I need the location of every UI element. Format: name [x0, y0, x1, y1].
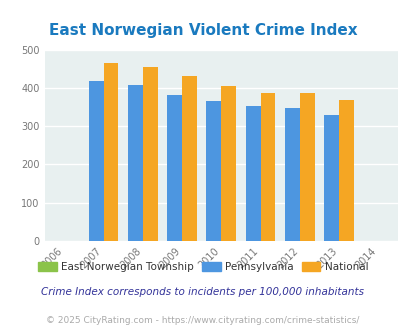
Bar: [299, 93, 314, 241]
Text: East Norwegian Violent Crime Index: East Norwegian Violent Crime Index: [49, 23, 356, 38]
Bar: [284, 108, 299, 241]
Bar: [338, 100, 353, 241]
Bar: [143, 67, 157, 241]
Bar: [167, 95, 181, 241]
Bar: [206, 101, 221, 241]
Bar: [245, 106, 260, 241]
Bar: [221, 86, 236, 241]
Bar: [128, 85, 143, 241]
Bar: [260, 93, 275, 241]
Bar: [103, 62, 118, 241]
Text: © 2025 CityRating.com - https://www.cityrating.com/crime-statistics/: © 2025 CityRating.com - https://www.city…: [46, 315, 359, 325]
Text: Crime Index corresponds to incidents per 100,000 inhabitants: Crime Index corresponds to incidents per…: [41, 287, 364, 297]
Legend: East Norwegian Township, Pennsylvania, National: East Norwegian Township, Pennsylvania, N…: [34, 258, 371, 276]
Bar: [88, 81, 103, 241]
Bar: [323, 115, 338, 241]
Bar: [181, 76, 196, 241]
